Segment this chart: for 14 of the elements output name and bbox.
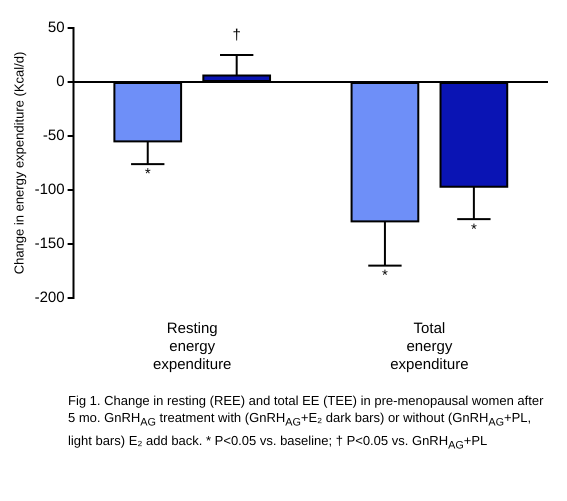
- y-tick-label: -200: [34, 289, 65, 306]
- y-axis-title: Change in energy expenditure (Kcal/d): [11, 52, 26, 274]
- y-tick-label: -100: [34, 181, 65, 198]
- data-label: *: [144, 166, 151, 183]
- y-tick-label: 50: [48, 19, 65, 36]
- y-tick-label: -50: [42, 127, 65, 144]
- data-label: *: [470, 220, 477, 238]
- x-tick-label: Total energy expenditure: [390, 320, 469, 374]
- text: Fig 1. Change in resting (REE) and total EE (TEE) in pre-menopausal women after 5 mo. GnRH$_{AG}$ treatment with (GnRH$_{AG}$+E₂ dark bars) or without (GnRH$_{AG}$+PL, light bars) E₂ add back. * P<0.05 vs. baseline; † P<0.05 vs. GnRH$_{AG}$+PL: [68, 393, 544, 452]
- data-label: *: [382, 267, 388, 284]
- data-label: †: [232, 26, 241, 44]
- y-tick-label: -150: [34, 235, 65, 252]
- y-tick-label: 0: [56, 73, 65, 90]
- x-tick-label: Resting energy expenditure: [153, 320, 232, 374]
